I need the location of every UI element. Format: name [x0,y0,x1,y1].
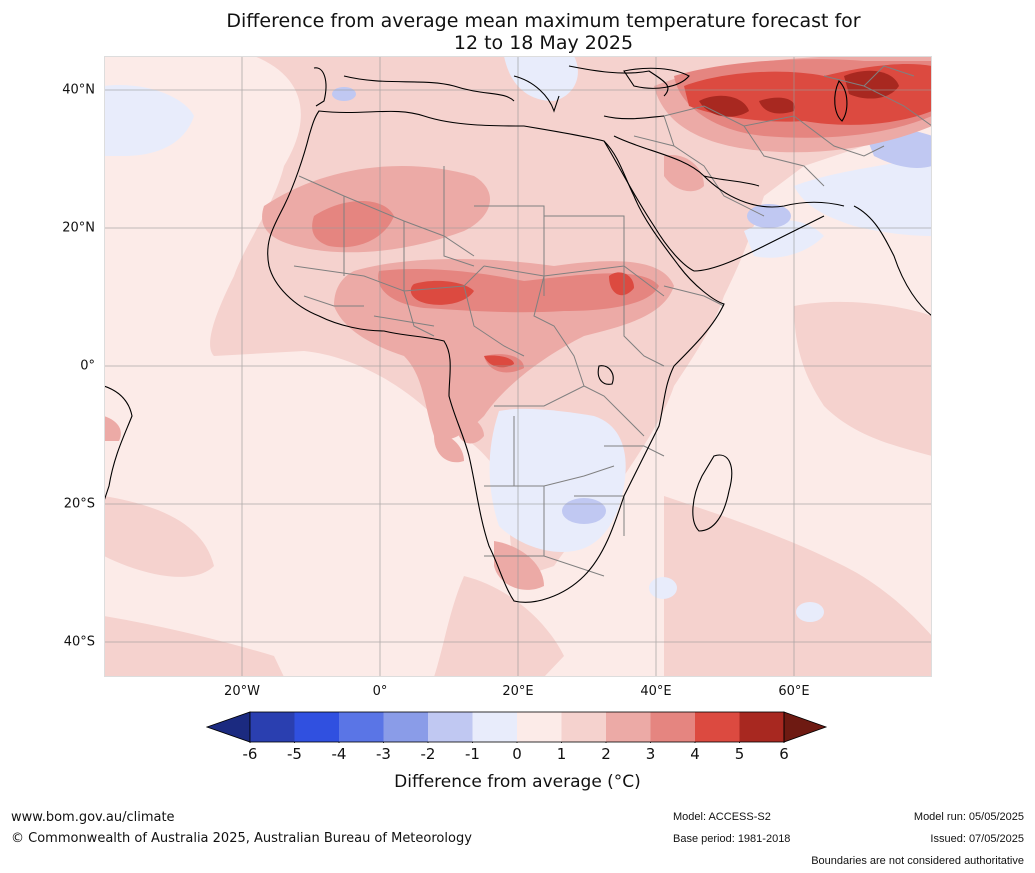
colorbar-cell [339,712,384,742]
colorbar-tick-label: 1 [556,745,567,763]
colorbar-tick-label: -2 [420,745,436,763]
colorbar-cell [561,712,607,742]
colorbar-cell [650,712,696,742]
lat-label-0: 0° [80,358,95,374]
map-panel [104,56,932,677]
colorbar-tick-label: 0 [512,745,522,763]
footer-model-run: Model run: 05/05/2025 [913,811,1024,823]
map-title: Difference from average mean maximum tem… [0,10,1035,54]
lat-label-20n: 20°N [62,220,95,236]
lon-label-20w: 20°W [224,684,260,699]
colorbar-tick-label: 6 [779,745,789,763]
coastlines [104,65,932,603]
footer-disclaimer: Boundaries are not considered authoritat… [811,855,1024,867]
colorbar-cell [517,712,562,742]
title-line-2: 12 to 18 May 2025 [453,32,634,54]
colorbar-cell [739,712,785,742]
colorbar-tick-label: -1 [465,745,480,763]
footer-issued: Issued: 07/05/2025 [930,833,1024,845]
colorbar-cell [428,712,473,742]
footer-copyright: © Commonwealth of Australia 2025, Austra… [11,831,472,846]
lat-label-20s: 20°S [63,496,95,512]
colorbar-tick-label: -5 [287,745,302,763]
lon-label-40e: 40°E [640,684,672,699]
lat-label-40n: 40°N [62,82,95,98]
colorbar-tick-label: -4 [331,745,347,763]
colorbar-cell [383,712,429,742]
colorbar-tick-label: 3 [645,745,656,763]
anomaly-5-6-zones [699,70,899,117]
colorbar-tick-label: -3 [376,745,391,763]
footer-model: Model: ACCESS-S2 [673,811,771,823]
graticule [104,56,932,677]
colorbar-tick-label: 5 [734,745,745,763]
footer-website: www.bom.gov.au/climate [11,810,175,825]
lon-label-0: 0° [372,684,388,699]
lon-label-20e: 20°E [502,684,534,699]
lat-label-40s: 40°S [63,634,95,650]
colorbar-tick-label: -6 [242,745,258,763]
lon-label-60e: 60°E [778,684,810,699]
colorbar-cell [250,712,295,742]
colorbar-cell [606,712,651,742]
colorbar-cell [472,712,518,742]
colorbar-cell [294,712,340,742]
temperature-anomaly-map [104,56,932,677]
colorbar-cell [695,712,740,742]
title-line-1: Difference from average mean maximum tem… [226,10,861,32]
colorbar [206,711,828,743]
colorbar-extend-high [783,711,828,743]
colorbar-tick-label: 4 [690,745,700,763]
footer-base-period: Base period: 1981-2018 [673,833,791,845]
colorbar-tick-label: 2 [601,745,611,763]
colorbar-label: Difference from average (°C) [394,772,641,792]
colorbar-extend-low [206,711,251,743]
